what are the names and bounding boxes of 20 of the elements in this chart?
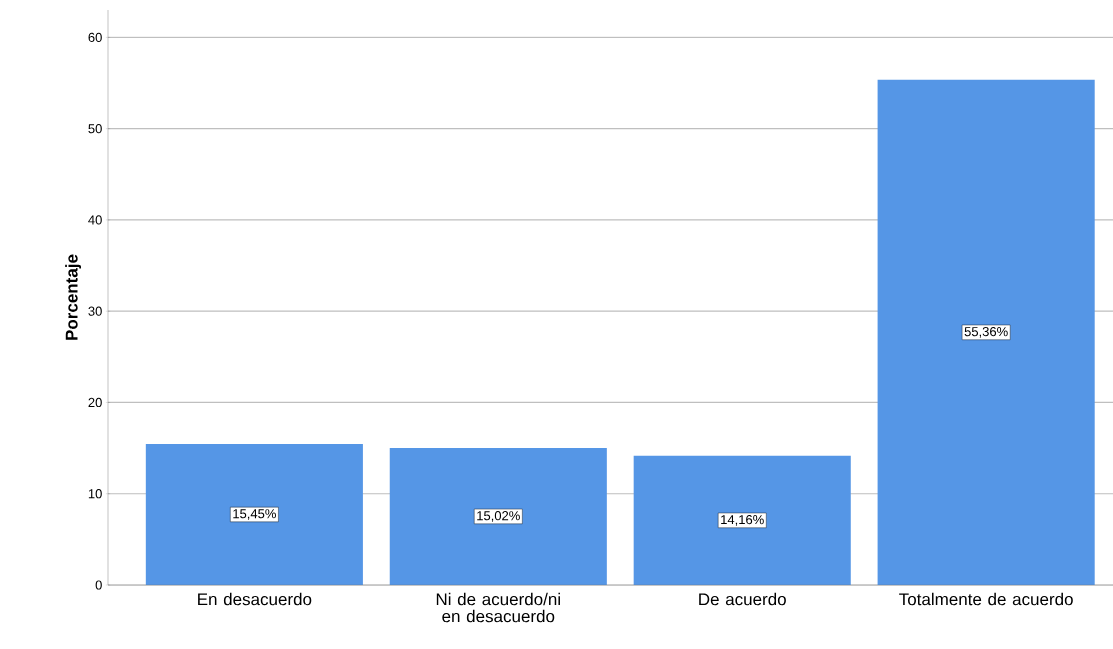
y-tick-label: 20: [88, 397, 102, 408]
data-label: 15,45%: [233, 509, 276, 520]
bar: [633, 455, 851, 585]
y-tick-label: 10: [88, 489, 102, 499]
data-label: 15,02%: [477, 511, 520, 522]
y-tick-label: 50: [88, 124, 102, 134]
y-tick-label: 40: [88, 215, 102, 225]
y-axis-title: Porcentaje: [65, 254, 82, 340]
x-tick-label: En desacuerdo: [198, 592, 312, 606]
data-label: 14,16%: [721, 515, 764, 526]
x-tick-label: De acuerdo: [699, 592, 786, 606]
y-tick-label: 0: [95, 580, 102, 590]
data-label: 55,36%: [964, 326, 1008, 338]
x-tick-label: Totalmente de acuerdo: [899, 592, 1073, 606]
bar: [145, 443, 363, 585]
x-tick-label: Ni de acuerdo/ni en desacuerdo: [436, 592, 560, 623]
y-tick-label: 30: [88, 306, 102, 316]
bar: [877, 79, 1095, 585]
bar: [389, 447, 607, 585]
y-tick-label: 60: [88, 32, 102, 42]
